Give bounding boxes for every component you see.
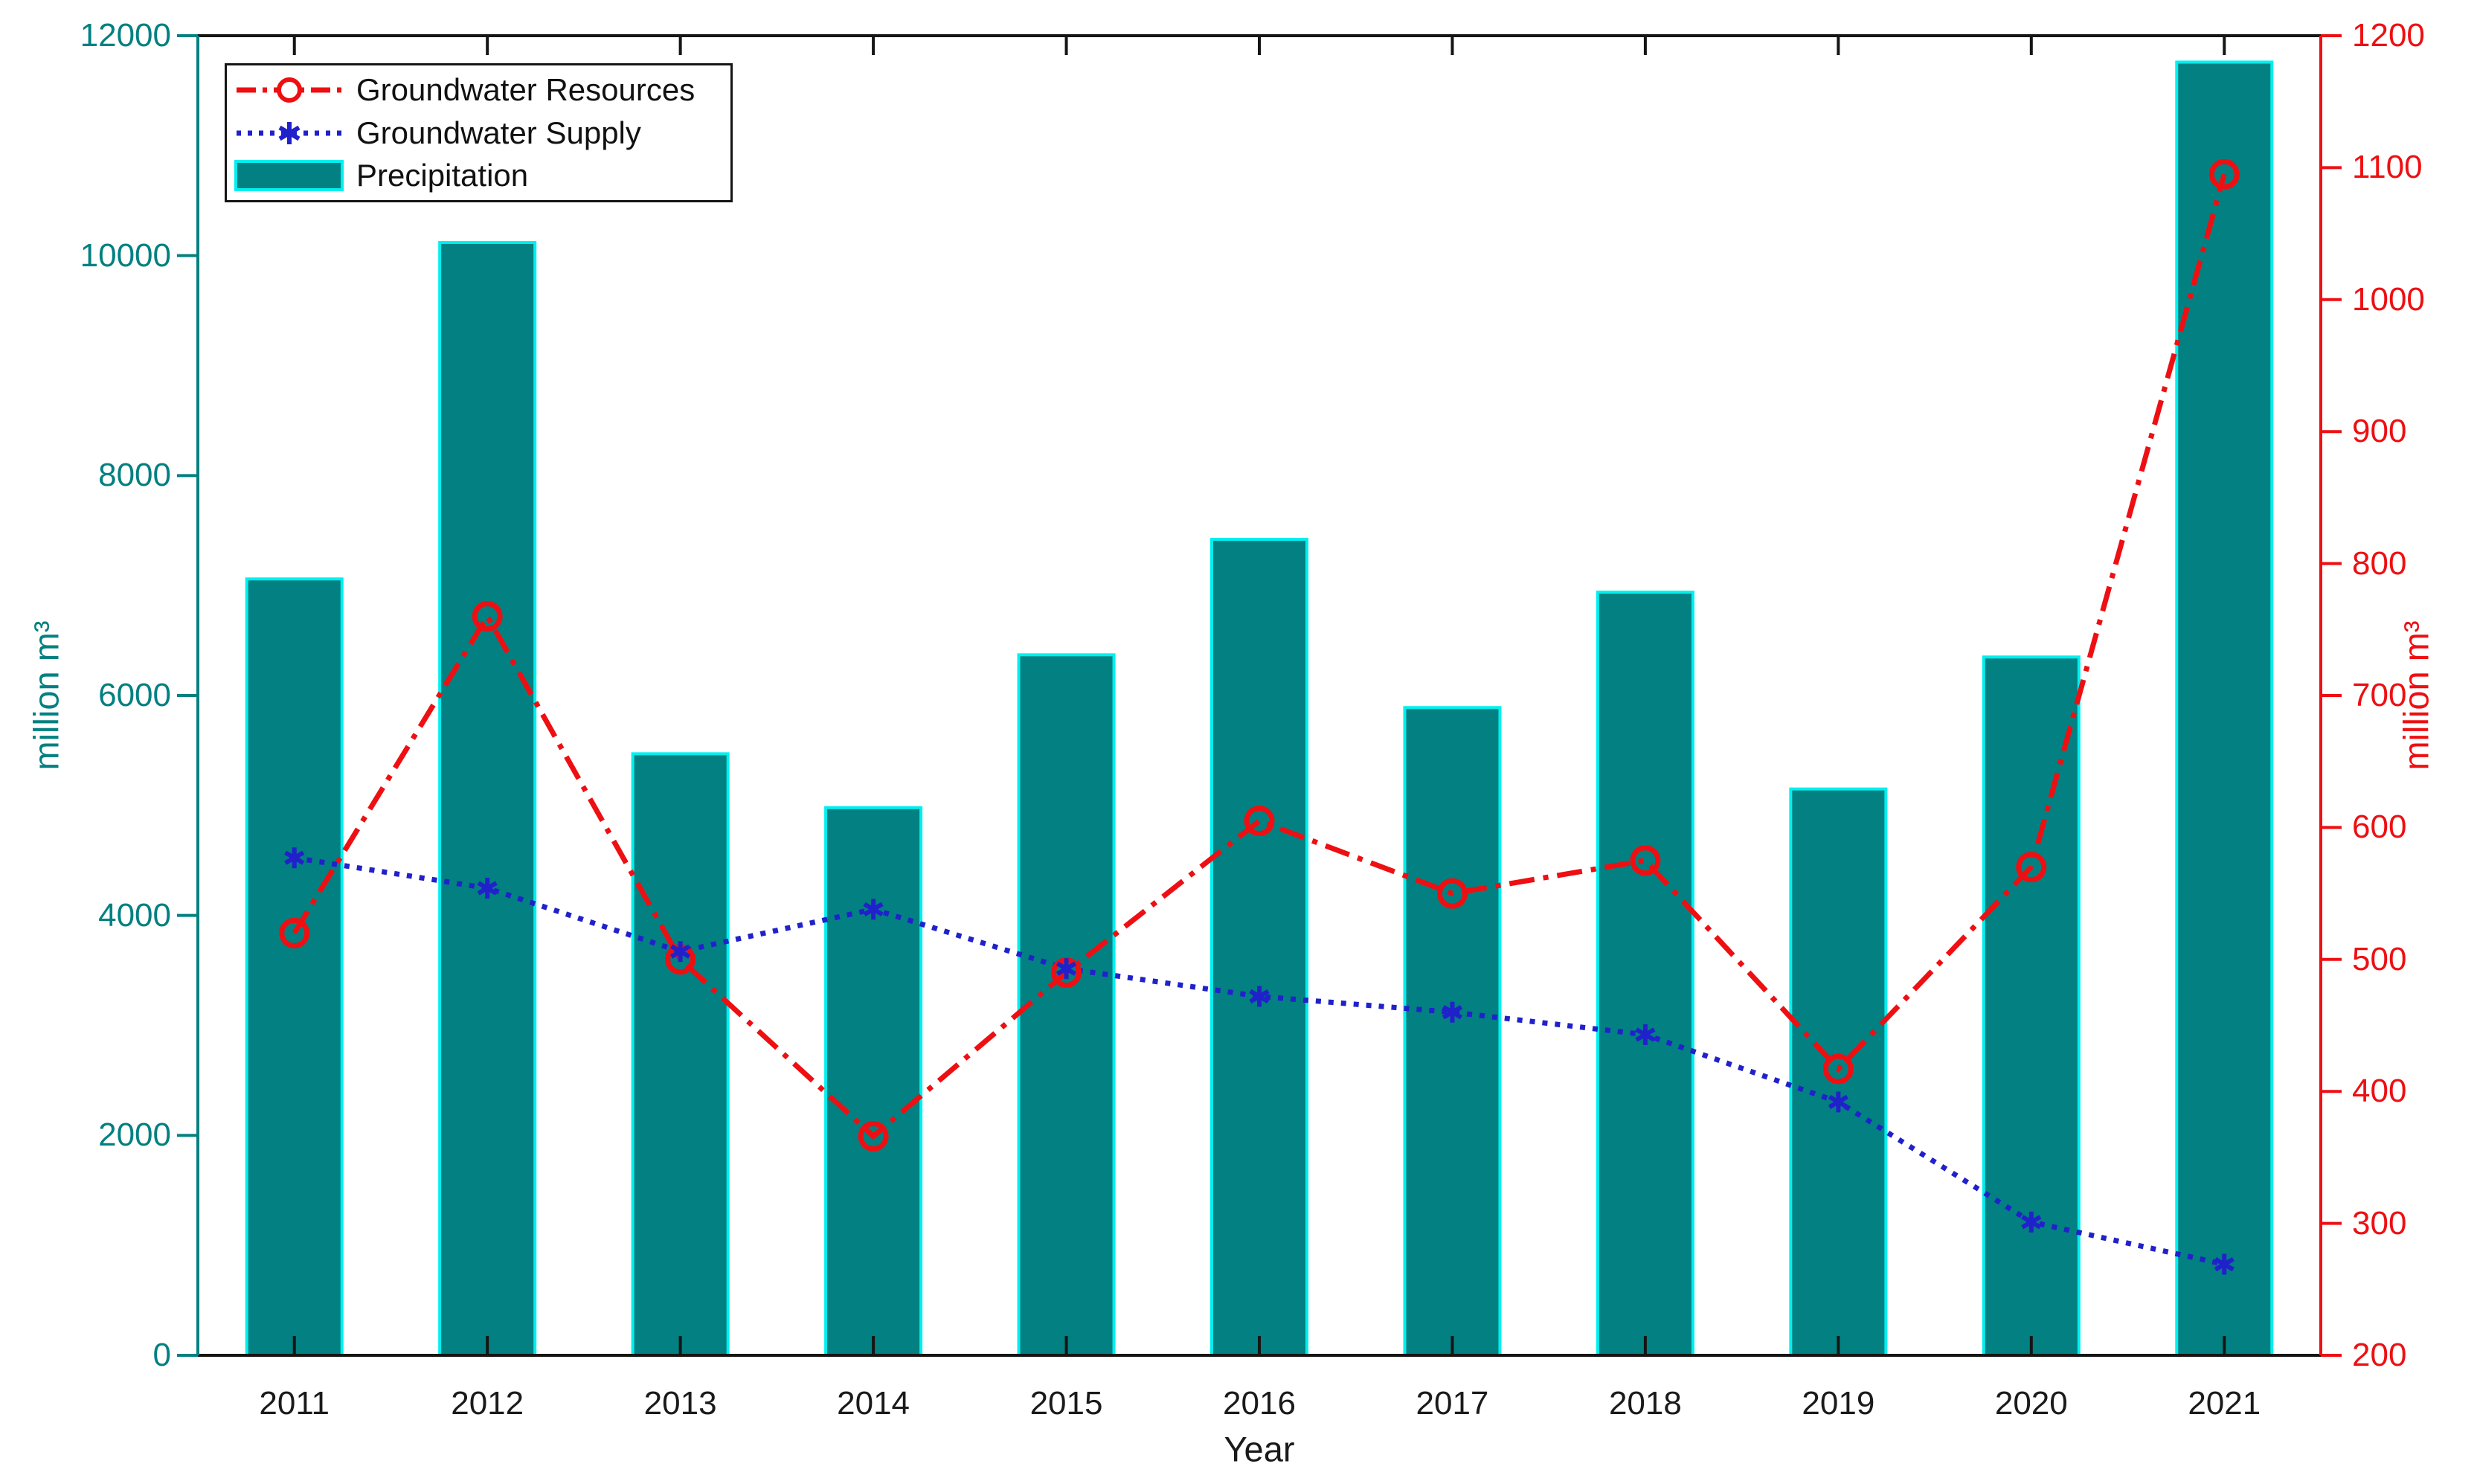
legend-row-supply: Groundwater Supply: [233, 114, 730, 152]
asterisk-stroke: [1442, 1005, 1463, 1020]
groundwater-supply-line: [294, 855, 2226, 1268]
supply-marker-2020: [2021, 1211, 2042, 1233]
resources-marker-2021: [2208, 158, 2240, 190]
bar-precipitation-2012: [438, 240, 537, 1358]
resources-marker-2017: [1436, 878, 1468, 909]
resources-marker-2011: [279, 917, 310, 948]
supply-marker-2017: [1442, 1001, 1463, 1023]
legend-row-resources: Groundwater Resources: [233, 71, 730, 109]
right-axis-title: million m³: [2396, 620, 2436, 771]
asterisk-stroke: [2214, 1256, 2235, 1272]
legend-sample-resources-dashdot-circle-icon: [237, 77, 342, 103]
supply-marker-2014: [863, 899, 884, 920]
asterisk-stroke: [477, 881, 498, 896]
bar-precipitation-2015: [1017, 653, 1116, 1357]
legend-label-resources: Groundwater Resources: [356, 72, 695, 108]
legend-label-precipitation: Precipitation: [356, 157, 529, 193]
bar-precipitation-2017: [1403, 706, 1502, 1357]
resources-marker-2012: [472, 601, 503, 632]
resources-marker-2016: [1244, 806, 1275, 837]
supply-marker-2019: [1828, 1091, 1848, 1113]
supply-marker-2021: [2214, 1253, 2235, 1275]
supply-marker-2015: [1056, 958, 1077, 980]
asterisk-stroke: [284, 850, 305, 865]
supply-marker-2011: [284, 847, 305, 869]
asterisk-stroke: [1828, 1094, 1848, 1109]
legend-row-precipitation: Precipitation: [233, 156, 730, 195]
asterisk-stroke: [670, 944, 691, 959]
bar-precipitation-2021: [2175, 60, 2274, 1358]
resources-marker-2014: [858, 1121, 889, 1152]
supply-marker-2012: [477, 878, 498, 899]
supply-marker-2013: [670, 941, 691, 963]
legend-label-supply: Groundwater Supply: [356, 115, 641, 150]
supply-marker-2018: [1635, 1024, 1656, 1045]
resources-marker-2019: [1822, 1053, 1854, 1085]
resources-marker-2020: [2016, 852, 2047, 883]
legend-sample-supply-dotted-asterisk-icon: [237, 121, 342, 144]
x-axis-title: Year: [1224, 1429, 1295, 1469]
bar-precipitation-2016: [1210, 538, 1308, 1357]
asterisk-stroke: [1249, 989, 1270, 1004]
bar-precipitation-2011: [245, 577, 344, 1358]
bar-precipitation-2020: [1982, 655, 2081, 1357]
supply-marker-2016: [1249, 986, 1270, 1007]
bar-precipitation-2013: [631, 752, 730, 1357]
legend-sample-precipitation-bar-icon: [234, 159, 344, 191]
legend: Groundwater Resources Groundwater Supply…: [225, 63, 733, 202]
bar-precipitation-2014: [824, 806, 923, 1358]
left-axis-title: million m³: [26, 620, 66, 771]
asterisk-stroke: [2021, 1215, 2042, 1230]
resources-marker-2018: [1630, 845, 1661, 876]
asterisk-stroke: [1056, 961, 1077, 976]
asterisk-stroke: [863, 902, 884, 916]
groundwater-resources-line: [292, 173, 2227, 1140]
asterisk-stroke: [1635, 1027, 1656, 1042]
bar-precipitation-2018: [1596, 591, 1694, 1358]
